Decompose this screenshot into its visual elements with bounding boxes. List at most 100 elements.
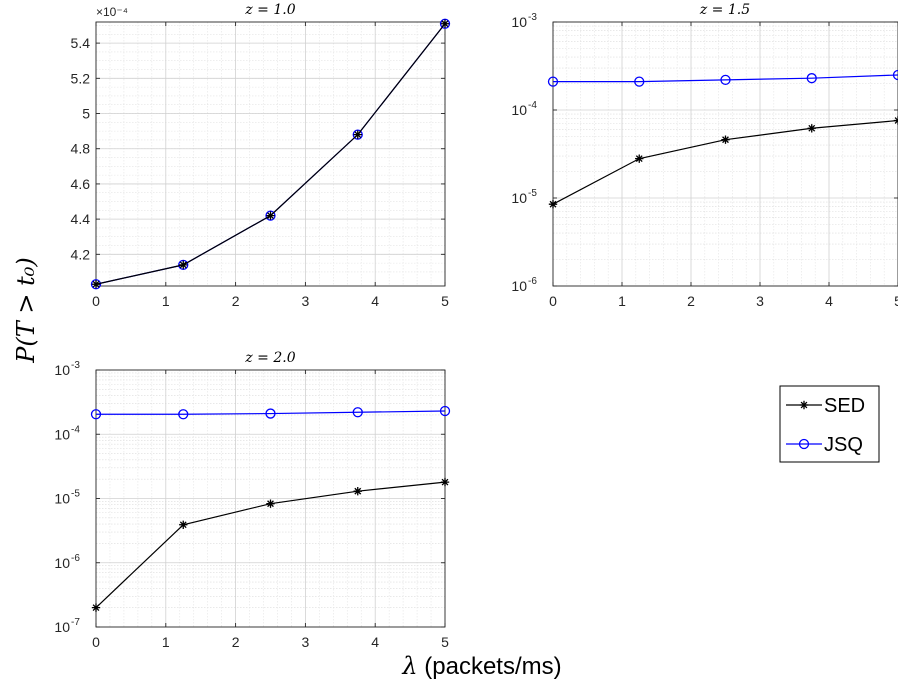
x-tick-label: 4 xyxy=(371,634,379,650)
x-axis-label: λ (packets/ms) xyxy=(401,652,561,680)
data-point-jsq xyxy=(90,409,102,420)
x-tick-label: 1 xyxy=(162,293,170,309)
y-axis-exponent-label: ×10⁻⁴ xyxy=(96,5,128,19)
x-axis-label-text: (packets/ms) xyxy=(418,653,562,680)
data-point-jsq xyxy=(892,69,898,81)
y-tick-label: 5.2 xyxy=(71,70,91,86)
data-point-jsq xyxy=(439,18,451,29)
data-point-sed xyxy=(440,19,450,28)
data-point-jsq xyxy=(352,129,363,140)
data-point-sed xyxy=(179,520,188,529)
series-sed xyxy=(91,19,450,289)
series-line-jsq xyxy=(96,410,446,415)
data-point-sed xyxy=(91,603,101,612)
y-tick-label: 10 xyxy=(54,619,70,635)
y-tick-label-exponent: -3 xyxy=(528,12,537,23)
data-point-sed xyxy=(353,130,362,139)
data-point-sed xyxy=(635,154,644,163)
x-tick-label: 0 xyxy=(92,293,100,309)
x-tick-label: 0 xyxy=(549,293,557,309)
x-tick-label: 1 xyxy=(162,634,170,650)
x-tick-label: 4 xyxy=(371,293,379,309)
panel-title: z = 1.5 xyxy=(699,2,750,18)
x-tick-label: 2 xyxy=(232,634,240,650)
legend-marker-sed xyxy=(799,400,809,410)
y-tick-label: 10 xyxy=(54,555,70,571)
data-point-sed xyxy=(179,260,188,270)
y-tick-label: 10 xyxy=(511,102,527,118)
legend-item-sed: SED xyxy=(786,395,865,417)
series-jsq xyxy=(90,405,451,420)
data-point-sed xyxy=(548,200,558,209)
x-tick-label: 5 xyxy=(894,293,898,309)
legend-label-jsq: JSQ xyxy=(824,434,863,456)
data-point-sed xyxy=(353,486,362,496)
data-point-sed xyxy=(721,135,730,144)
data-point-jsq xyxy=(178,259,189,271)
x-tick-label: 1 xyxy=(618,293,626,309)
y-tick-label: 5 xyxy=(82,106,90,122)
data-point-jsq xyxy=(265,210,276,221)
y-tick-label: 10 xyxy=(511,14,527,30)
data-point-jsq xyxy=(547,76,559,87)
panel-title: z = 1.0 xyxy=(244,2,295,18)
axes-box xyxy=(552,21,898,287)
x-tick-label: 5 xyxy=(441,293,449,309)
y-tick-label-exponent: -4 xyxy=(528,100,537,111)
x-tick-label: 3 xyxy=(756,293,764,309)
panel-title: z = 2.0 xyxy=(244,350,295,366)
grid xyxy=(552,21,898,287)
panel-z20: 0 1 2 3 4 510-710-610-510-410-3 z = 2.0 xyxy=(54,350,451,650)
series-jsq xyxy=(547,69,898,87)
x-tick-label: 5 xyxy=(441,634,449,650)
y-tick-label-exponent: -6 xyxy=(71,553,80,564)
data-point-jsq xyxy=(720,74,731,86)
panel-z10: 0 1 2 3 4 5 4.2 4.4 4.6 4.8 5 5.2 5.4 ×10⁻⁴ z = 1.0 xyxy=(71,2,451,309)
axes-box xyxy=(95,21,446,287)
x-tick-label: 4 xyxy=(825,293,833,309)
legend-circle-icon xyxy=(798,438,810,450)
x-tick-label: 3 xyxy=(302,293,310,309)
data-point-sed xyxy=(266,211,275,220)
data-point-sed xyxy=(91,280,101,289)
y-tick-label-exponent: -5 xyxy=(528,188,537,199)
y-tick-label: 4.2 xyxy=(71,246,91,262)
y-tick-label: 5.4 xyxy=(71,35,91,51)
y-tick-label: 4.4 xyxy=(71,211,91,227)
y-tick-label-exponent: -6 xyxy=(528,276,537,287)
legend: SED JSQ xyxy=(779,385,880,463)
series-sed xyxy=(548,116,898,209)
y-tick-label-exponent: -3 xyxy=(71,360,80,371)
data-point-sed xyxy=(440,477,450,487)
y-tick-label: 10 xyxy=(511,278,527,294)
grid xyxy=(95,22,446,286)
series-sed xyxy=(91,477,450,612)
data-point-jsq xyxy=(634,76,645,87)
y-tick-label: 10 xyxy=(511,190,527,206)
data-point-jsq xyxy=(265,408,276,419)
plot-area xyxy=(553,22,898,286)
data-point-jsq xyxy=(439,405,451,417)
y-axis-label: P(T > t₀) xyxy=(12,257,40,364)
y-tick-label-exponent: -5 xyxy=(71,489,80,500)
data-point-jsq xyxy=(352,407,363,418)
x-tick-label: 2 xyxy=(687,293,695,309)
data-point-jsq xyxy=(806,73,817,84)
plot-area xyxy=(96,22,445,286)
data-point-sed xyxy=(807,124,816,133)
data-point-jsq xyxy=(178,409,189,420)
y-tick-label: 4.8 xyxy=(71,141,91,157)
y-tick-label-exponent: -4 xyxy=(71,424,80,435)
y-tick-label: 10 xyxy=(54,362,70,378)
y-tick-label-exponent: -7 xyxy=(71,617,80,628)
x-tick-label: 0 xyxy=(92,634,100,650)
legend-marker-jsq xyxy=(798,438,810,450)
legend-label-sed: SED xyxy=(824,395,865,417)
legend-asterisk-icon xyxy=(799,400,809,410)
x-tick-label: 2 xyxy=(232,293,240,309)
data-point-jsq xyxy=(90,279,102,290)
y-tick-label: 4.6 xyxy=(71,176,91,192)
y-tick-label: 10 xyxy=(54,491,70,507)
